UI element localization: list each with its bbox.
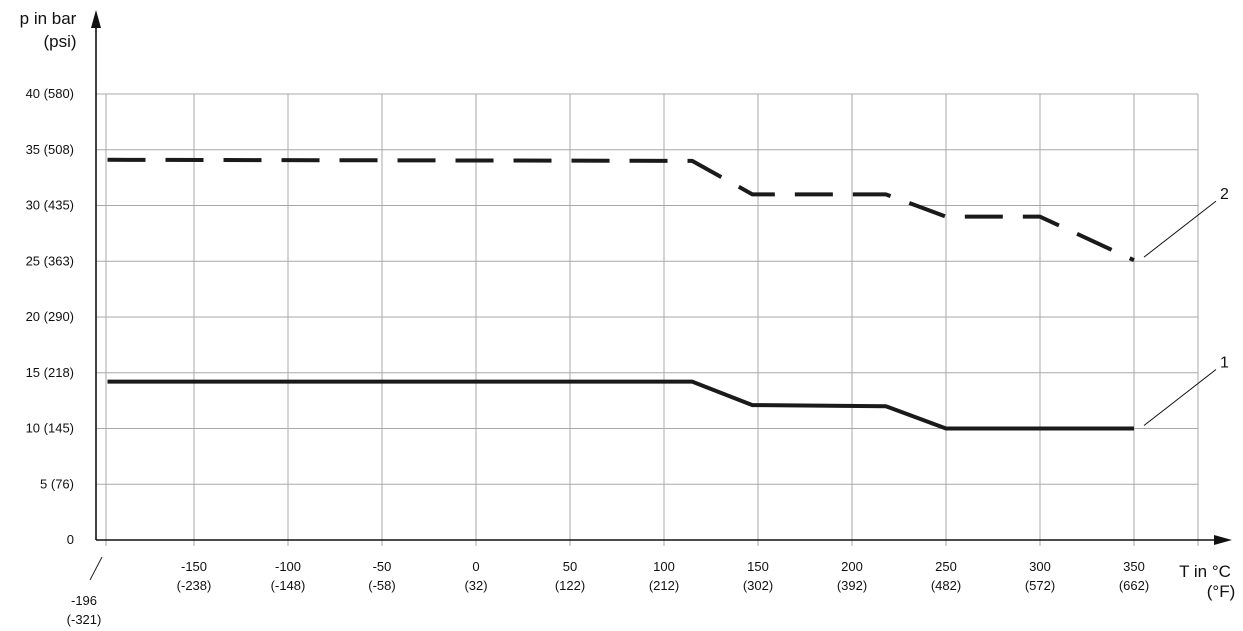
- x-axis-title-line1: T in °C: [1179, 562, 1231, 581]
- grid: [96, 93, 1199, 546]
- y-tick-label: 25 (363): [26, 253, 74, 268]
- y-axis-arrow: [91, 10, 101, 28]
- x-tick-label-f: (-238): [177, 578, 212, 593]
- x-axis-title-line2: (°F): [1207, 582, 1236, 601]
- series-line-1: [107, 379, 1134, 431]
- x-tick-label-f: (662): [1119, 578, 1149, 593]
- y-tick-label: 20 (290): [26, 309, 74, 324]
- callout-label: 2: [1220, 186, 1229, 203]
- x-tick-label: 150: [747, 559, 769, 574]
- x-tick-label: 100: [653, 559, 675, 574]
- x-tick-label: 300: [1029, 559, 1051, 574]
- x-tick-label-f: (-58): [368, 578, 395, 593]
- y-tick-label: 5 (76): [40, 476, 74, 491]
- x-tick-labels: -150 (-238) -100 (-148) -50 (-58) 0 (32) 50 (122)…: [67, 556, 1149, 627]
- x-tick-label-f: (122): [555, 578, 585, 593]
- callout-label: 1: [1220, 355, 1229, 372]
- callout-leader: [1143, 369, 1217, 426]
- x-tick-label-f: (482): [931, 578, 961, 593]
- callouts: 12: [1143, 186, 1229, 426]
- x-tick-label: -150: [181, 559, 207, 574]
- x-start-leader: [89, 556, 103, 581]
- x-tick-label: 250: [935, 559, 957, 574]
- y-tick-label: 0: [67, 532, 74, 547]
- y-tick-labels: 0 5 (76) 10 (145) 15 (218) 20 (290) 25 (363) 3…: [26, 86, 74, 547]
- y-tick-label: 10 (145): [26, 421, 74, 436]
- y-tick-label: 40 (580): [26, 86, 74, 101]
- x-tick-label-f: (32): [464, 578, 487, 593]
- x-tick-label-f: (302): [743, 578, 773, 593]
- x-tick-label: 350: [1123, 559, 1145, 574]
- x-start-label-f: (-321): [67, 612, 102, 627]
- x-tick-label: -100: [275, 559, 301, 574]
- x-tick-label: 50: [563, 559, 577, 574]
- y-tick-label: 15 (218): [26, 365, 74, 380]
- y-axis-title-line2: (psi): [43, 32, 76, 51]
- callout-leader: [1143, 200, 1217, 258]
- series-lines: [107, 157, 1135, 431]
- y-axis-title-line1: p in bar: [20, 9, 77, 28]
- x-tick-label-f: (212): [649, 578, 679, 593]
- x-tick-label: 0: [472, 559, 479, 574]
- series-line-2: [107, 157, 1135, 262]
- x-tick-label-f: (392): [837, 578, 867, 593]
- y-tick-label: 35 (508): [26, 142, 74, 157]
- x-tick-label-f: (572): [1025, 578, 1055, 593]
- x-tick-label: -50: [373, 559, 392, 574]
- x-tick-label: 200: [841, 559, 863, 574]
- x-start-label: -196: [71, 593, 97, 608]
- y-tick-label: 30 (435): [26, 198, 74, 213]
- axes: [91, 10, 1232, 545]
- x-tick-label-f: (-148): [271, 578, 306, 593]
- x-axis-arrow: [1214, 535, 1232, 545]
